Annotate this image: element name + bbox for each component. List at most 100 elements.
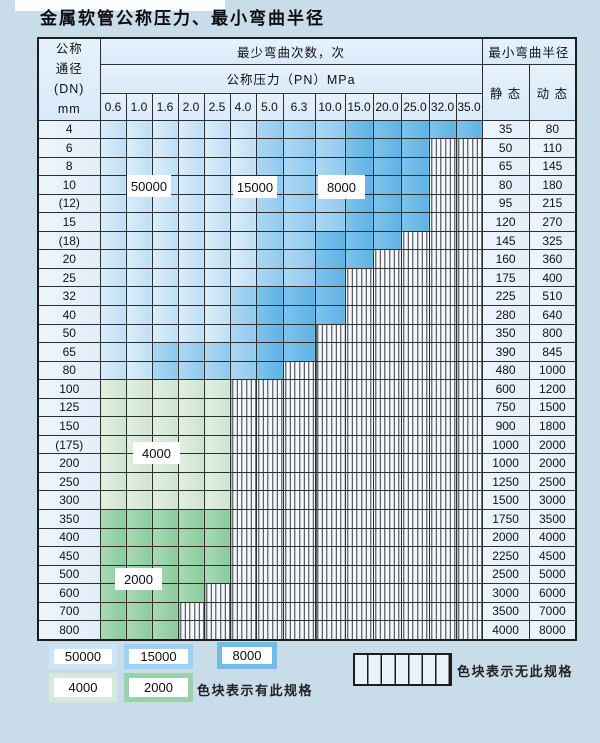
spec-cell-4000 (151, 379, 179, 399)
static-radius-cell: 225 (481, 286, 530, 306)
no-spec-cell (428, 249, 457, 269)
no-spec-cell (282, 546, 316, 566)
spec-cell-4000 (99, 379, 127, 399)
spec-cell-8000 (314, 230, 346, 251)
header-row-3: 0.6 1.0 1.6 2.0 2.5 4.0 5.0 6.3 10.0 15.0 20.0 25.0… (38, 92, 576, 121)
no-spec-cell (400, 434, 430, 455)
spec-cell-50000 (125, 323, 153, 344)
no-spec-cell (344, 397, 374, 418)
spec-cell-50000 (99, 230, 127, 251)
table-row: 25 175 400 (37, 267, 577, 288)
no-spec-cell (428, 546, 457, 566)
pressure-tick-cell: 0.6 (99, 92, 127, 121)
spec-cell-2000 (177, 564, 205, 585)
spec-cell-50000 (151, 267, 179, 288)
no-spec-cell (344, 527, 374, 548)
no-spec-cell (455, 304, 483, 325)
dynamic-radius-cell: 325 (528, 230, 577, 251)
dn-header-line: (DN) (54, 82, 85, 97)
no-spec-cell (314, 453, 346, 473)
spec-cell-8000 (255, 286, 284, 306)
table-row: 4 35 80 (37, 119, 577, 140)
no-spec-cell (428, 342, 457, 362)
spec-cell-50000 (177, 286, 205, 306)
spec-cell-8000 (372, 212, 402, 232)
dynamic-radius-cell: 1000 (528, 360, 577, 381)
no-spec-cell (455, 508, 483, 529)
spec-cell-50000 (125, 212, 153, 232)
spec-cell-50000 (99, 360, 127, 381)
spec-cell-50000 (177, 156, 205, 177)
dn-cell: 250 (37, 471, 101, 492)
spec-cell-50000 (151, 212, 179, 232)
no-spec-cell (428, 156, 457, 177)
no-spec-cell (255, 490, 284, 510)
no-spec-cell (255, 546, 284, 566)
pressure-tick-cell: 1.0 (125, 92, 153, 121)
spec-cell-2000 (125, 620, 153, 641)
no-spec-cell (314, 546, 346, 566)
spec-cell-50000 (99, 267, 127, 288)
no-spec-cell (400, 508, 430, 529)
table-row: 350 1750 3500 (37, 508, 577, 529)
dynamic-radius-cell: 5000 (528, 564, 577, 585)
no-spec-cell (255, 601, 284, 622)
no-spec-cell (282, 490, 316, 510)
spec-cell-50000 (125, 286, 153, 306)
legend-swatch: 50000 (49, 644, 117, 669)
no-spec-cell (455, 453, 483, 473)
no-spec-cell (255, 583, 284, 603)
dynamic-radius-cell: 7000 (528, 601, 577, 622)
no-spec-cell (400, 527, 430, 548)
pressure-tick-cell: 32.0 (428, 92, 457, 121)
no-spec-cell (428, 527, 457, 548)
dynamic-radius-cell: 640 (528, 304, 577, 325)
no-spec-cell (372, 416, 402, 436)
dynamic-radius-cell: 2000 (528, 434, 577, 455)
spec-cell-8000 (372, 138, 402, 158)
spec-cell-50000 (151, 230, 179, 251)
no-spec-cell (455, 230, 483, 251)
dn-cell: 6 (37, 138, 101, 158)
spec-cell-50000 (177, 267, 205, 288)
dynamic-radius-cell: 1500 (528, 397, 577, 418)
spec-cell-50000 (203, 230, 231, 251)
spec-cell-15000 (229, 323, 257, 344)
spec-cell-50000 (99, 304, 127, 325)
spec-cell-15000 (314, 156, 346, 177)
spec-cell-2000 (177, 583, 205, 603)
spec-cell-8000 (372, 119, 402, 140)
table-row: 150 900 1800 (37, 416, 577, 436)
static-radius-cell: 1000 (481, 453, 530, 473)
no-spec-cell (455, 175, 483, 195)
static-radius-cell: 1000 (481, 434, 530, 455)
no-spec-cell (177, 620, 205, 641)
cycle-count-label: 4000 (133, 442, 180, 464)
no-spec-cell (455, 212, 483, 232)
no-spec-cell (229, 583, 257, 603)
spec-cell-4000 (177, 471, 205, 492)
table-row: 80 480 1000 (37, 360, 577, 381)
spec-cell-15000 (255, 156, 284, 177)
table-row: 400 2000 4000 (37, 527, 577, 548)
spec-cell-15000 (255, 267, 284, 288)
spec-cell-50000 (99, 119, 127, 140)
no-spec-cell (229, 546, 257, 566)
no-spec-cell (428, 601, 457, 622)
spec-cell-4000 (177, 490, 205, 510)
dynamic-radius-cell: 800 (528, 323, 577, 344)
dn-cell: 500 (37, 564, 101, 585)
spec-cell-4000 (203, 434, 231, 455)
spec-cell-50000 (177, 230, 205, 251)
dn-header-line: 公称 (55, 42, 83, 57)
spec-cell-50000 (151, 156, 179, 177)
no-spec-cell (400, 286, 430, 306)
no-spec-cell (344, 471, 374, 492)
no-spec-cell (428, 434, 457, 455)
spec-cell-4000 (99, 453, 127, 473)
table-row: 300 1500 3000 (37, 490, 577, 510)
spec-cell-8000 (314, 267, 346, 288)
no-spec-cell (400, 583, 430, 603)
table-row: 125 750 1500 (37, 397, 577, 418)
spec-cell-50000 (177, 119, 205, 140)
